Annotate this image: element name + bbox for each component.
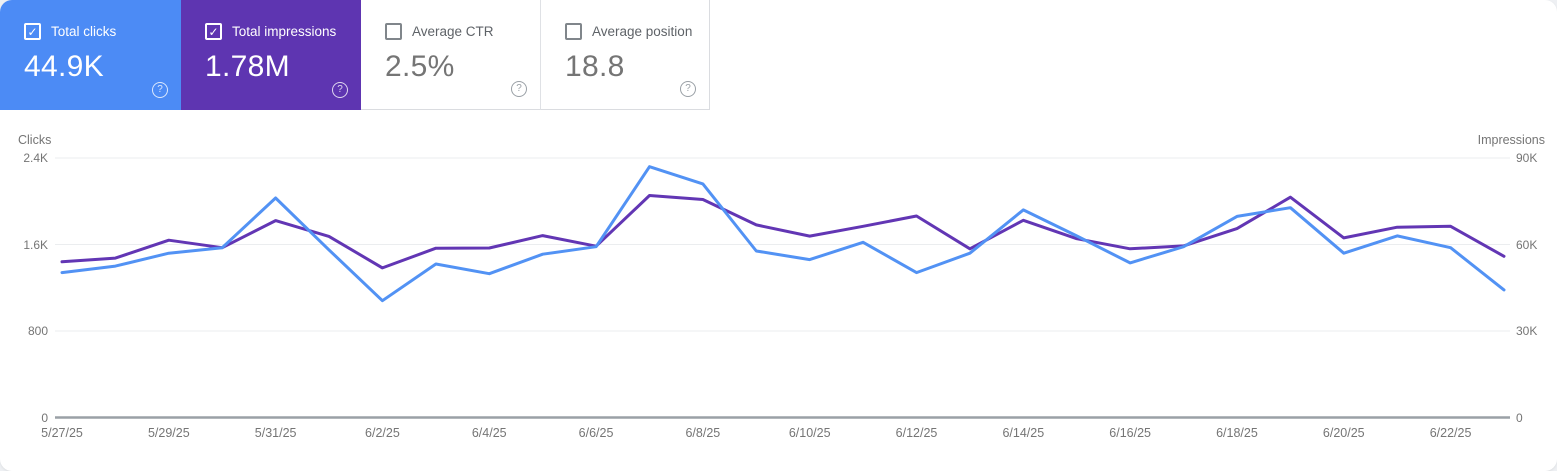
x-axis-label: 6/20/25 (1322, 426, 1365, 440)
metric-value: 44.9K (24, 50, 104, 83)
checkmark-icon: ✓ (27, 24, 38, 39)
total-clicks-checkbox[interactable]: ✓ (24, 23, 41, 40)
x-axis-label: 6/8/25 (685, 426, 721, 440)
x-axis-label: 5/27/25 (41, 426, 83, 440)
help-icon[interactable]: ? (152, 82, 168, 98)
card-header: Average CTR (385, 23, 494, 40)
question-mark-glyph: ? (685, 83, 691, 94)
metric-card-total-clicks[interactable]: ✓ Total clicks 44.9K ? (0, 0, 181, 110)
help-icon[interactable]: ? (511, 81, 527, 97)
y-axis-tick-clicks: 2.4K (23, 151, 48, 165)
metric-card-total-impressions[interactable]: ✓ Total impressions 1.78M ? (181, 0, 361, 110)
x-axis-label: 6/12/25 (895, 426, 938, 440)
x-axis-label: 6/14/25 (1002, 426, 1045, 440)
x-axis-label: 6/6/25 (578, 426, 614, 440)
average-position-checkbox[interactable] (565, 23, 582, 40)
question-mark-glyph: ? (157, 84, 163, 95)
x-axis-label: 6/22/25 (1429, 426, 1472, 440)
clicks-line[interactable] (60, 165, 1506, 303)
card-header: Average position (565, 23, 692, 40)
total-impressions-checkbox[interactable]: ✓ (205, 23, 222, 40)
metric-label: Average position (592, 24, 693, 39)
y-axis-tick-impressions: 90K (1516, 151, 1538, 165)
metric-value: 18.8 (565, 50, 625, 83)
metric-cards: ✓ Total clicks 44.9K ? ✓ Total impressio… (0, 0, 710, 110)
question-mark-glyph: ? (337, 84, 343, 95)
y-axis-tick-clicks: 1.6K (23, 237, 48, 252)
y-axis-tick-clicks: 0 (41, 410, 48, 425)
y-axis-tick-clicks: 800 (27, 324, 48, 338)
x-axis-label: 5/31/25 (254, 426, 297, 440)
card-header: ✓ Total impressions (205, 23, 336, 40)
metric-label: Average CTR (412, 24, 494, 39)
impressions-line[interactable] (60, 194, 1506, 270)
metric-value: 1.78M (205, 50, 290, 83)
metric-card-average-position[interactable]: Average position 18.8 ? (540, 0, 710, 110)
x-axis-label: 5/29/25 (147, 426, 190, 440)
left-axis-title: Clicks (18, 133, 52, 147)
x-axis-label: 6/18/25 (1216, 426, 1258, 440)
checkmark-icon: ✓ (208, 24, 219, 39)
question-mark-glyph: ? (516, 83, 522, 94)
x-axis-label: 6/2/25 (365, 426, 400, 440)
right-axis-title: Impressions (1477, 133, 1545, 147)
card-header: ✓ Total clicks (24, 23, 116, 40)
metric-label: Total clicks (51, 24, 117, 39)
x-axis-label: 6/4/25 (471, 426, 507, 440)
y-axis-tick-impressions: 30K (1516, 324, 1538, 338)
metric-label: Total impressions (232, 24, 337, 39)
metric-value: 2.5% (385, 50, 455, 83)
x-axis-label: 6/16/25 (1109, 426, 1151, 440)
help-icon[interactable]: ? (680, 81, 696, 97)
help-icon[interactable]: ? (332, 82, 348, 98)
y-axis-tick-impressions: 60K (1516, 237, 1538, 252)
average-ctr-checkbox[interactable] (385, 23, 402, 40)
metric-card-average-ctr[interactable]: Average CTR 2.5% ? (361, 0, 540, 110)
y-axis-tick-impressions: 0 (1516, 410, 1523, 425)
x-axis-label: 6/10/25 (788, 426, 831, 440)
